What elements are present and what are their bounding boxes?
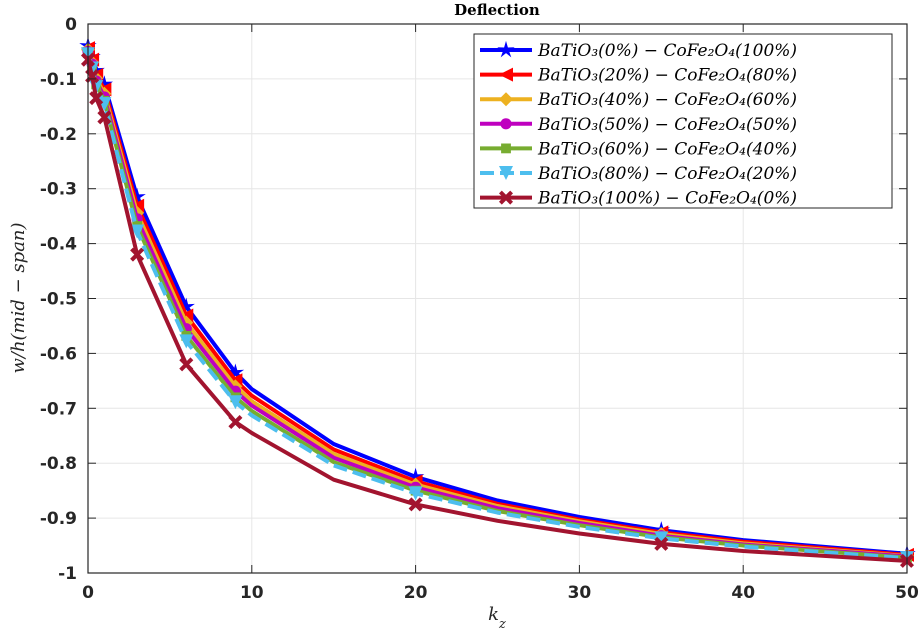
star-marker [497, 40, 515, 58]
data-point [408, 497, 423, 512]
legend-label: BaTiO₃(60%) − CoFe₂O₄(40%) [537, 139, 797, 159]
series-line [86, 59, 908, 563]
data-point [179, 308, 194, 323]
x-tick-label: 20 [404, 583, 428, 603]
data-point [226, 363, 245, 380]
y-tick-label: 0 [65, 15, 77, 35]
y-tick-label: -0.8 [40, 454, 77, 474]
x-tick-label: 30 [568, 583, 592, 603]
y-tick-label: -0.1 [40, 70, 77, 90]
data-point [408, 486, 423, 501]
legend-label: BaTiO₃(20%) − CoFe₂O₄(80%) [537, 66, 797, 86]
x-tick-label: 10 [240, 583, 264, 603]
legend-entry: BaTiO₃(80%) − CoFe₂O₄(20%) [480, 164, 797, 184]
data-point [179, 334, 194, 349]
legend-label: BaTiO₃(40%) − CoFe₂O₄(60%) [537, 90, 797, 110]
data-point [128, 187, 146, 205]
legend-label: BaTiO₃(0%) − CoFe₂O₄(100%) [537, 41, 797, 61]
y-tick-label: -1 [58, 564, 77, 584]
legend-label: BaTiO₃(100%) − CoFe₂O₄(0%) [537, 189, 797, 209]
chart-title: Deflection [454, 1, 540, 19]
x-tick-label: 40 [731, 583, 755, 603]
tick-labels: 0 10 20 30 40 50 0 -0.1 -0.2 -0.3 -0.4 -0.5 -0.6 -0.7… [40, 15, 919, 603]
x-tick-label: 0 [82, 583, 94, 603]
legend-label: BaTiO₃(80%) − CoFe₂O₄(20%) [537, 164, 797, 184]
legend: BaTiO₃(0%) − CoFe₂O₄(100%) BaTiO₃(20%) − … [473, 33, 893, 209]
y-tick-label: -0.3 [40, 180, 77, 200]
circle-marker [500, 118, 512, 130]
legend-entry: BaTiO₃(100%) − CoFe₂O₄(0%) [480, 189, 797, 209]
data-point [179, 357, 194, 372]
y-tick-label: -0.9 [40, 509, 77, 529]
data-point [130, 224, 145, 239]
x-tick-label: 50 [895, 583, 919, 603]
legend-entry: BaTiO₃(50%) − CoFe₂O₄(50%) [480, 115, 797, 135]
y-axis-label: w/h(mid − span) [8, 222, 29, 373]
data-point [228, 415, 243, 430]
data-point [130, 247, 145, 262]
legend-entry: BaTiO₃(60%) − CoFe₂O₄(40%) [480, 139, 797, 159]
y-tick-label: -0.5 [40, 290, 77, 310]
data-point [95, 75, 113, 92]
legend-box [473, 33, 893, 209]
legend-entry: BaTiO₃(20%) − CoFe₂O₄(80%) [480, 66, 797, 86]
data-point [177, 297, 195, 315]
legend-entry: BaTiO₃(40%) − CoFe₂O₄(60%) [480, 90, 797, 110]
square-marker [501, 143, 511, 154]
data-point [406, 467, 425, 485]
data-point [654, 531, 669, 546]
series-lines [79, 36, 916, 568]
legend-label: BaTiO₃(50%) − CoFe₂O₄(50%) [537, 115, 797, 135]
data-point [97, 110, 112, 125]
y-tick-label: -0.7 [40, 399, 77, 419]
legend-entry: BaTiO₃(0%) − CoFe₂O₄(100%) [480, 40, 797, 61]
data-point [228, 395, 243, 410]
triangle-down-marker [499, 166, 513, 180]
diamond-marker [499, 92, 513, 107]
x-marker [498, 190, 514, 205]
y-tick-label: -0.6 [40, 344, 77, 364]
triangle-left-marker [499, 67, 513, 82]
data-point [89, 91, 104, 106]
data-point [654, 536, 669, 551]
y-tick-label: -0.4 [40, 235, 77, 255]
y-tick-label: -0.2 [40, 125, 77, 145]
